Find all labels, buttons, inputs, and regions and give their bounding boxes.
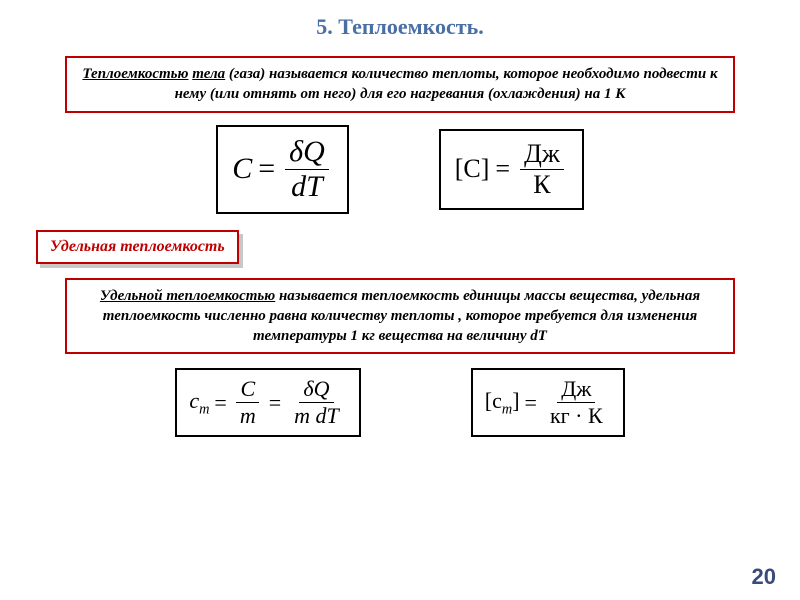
- formula-den: dT: [287, 170, 327, 204]
- definition-heat-capacity: Теплоемкостью тела (газа) называется кол…: [65, 56, 735, 113]
- unit-num: Дж: [520, 139, 564, 170]
- label-specific-heat: Удельная теплоемкость: [36, 230, 239, 264]
- unit-specific-heat: [cm] = Дж кг · К: [471, 368, 625, 437]
- formula-specific-heat: cm = C m = δQ m dT: [175, 368, 360, 437]
- unit-den: К: [529, 170, 554, 200]
- formula-heat-capacity: C = δQ dT: [216, 125, 349, 214]
- unit2-lhs: [cm]: [485, 388, 520, 418]
- page-number: 20: [752, 564, 776, 590]
- formula2-den: m dT: [290, 403, 343, 429]
- formula2-mid-num: C: [236, 376, 259, 403]
- formula-num: δQ: [285, 135, 329, 170]
- unit2-den: кг · К: [546, 403, 607, 429]
- formula2-num: δQ: [299, 376, 333, 403]
- formula2-mid-den: m: [236, 403, 260, 429]
- unit-lhs: [C]: [455, 154, 490, 184]
- formula-row-2: cm = C m = δQ m dT [cm] = Дж кг · К: [0, 368, 800, 437]
- formula2-lhs: cm: [189, 388, 209, 418]
- section-title: 5. Теплоемкость.: [0, 0, 800, 50]
- formula-lhs: C: [232, 152, 252, 186]
- formula-row-1: C = δQ dT [C] = Дж К: [0, 125, 800, 214]
- unit-heat-capacity: [C] = Дж К: [439, 129, 584, 210]
- unit2-num: Дж: [557, 376, 595, 403]
- definition-specific-heat: Удельной теплоемкостью называется теплое…: [65, 278, 735, 355]
